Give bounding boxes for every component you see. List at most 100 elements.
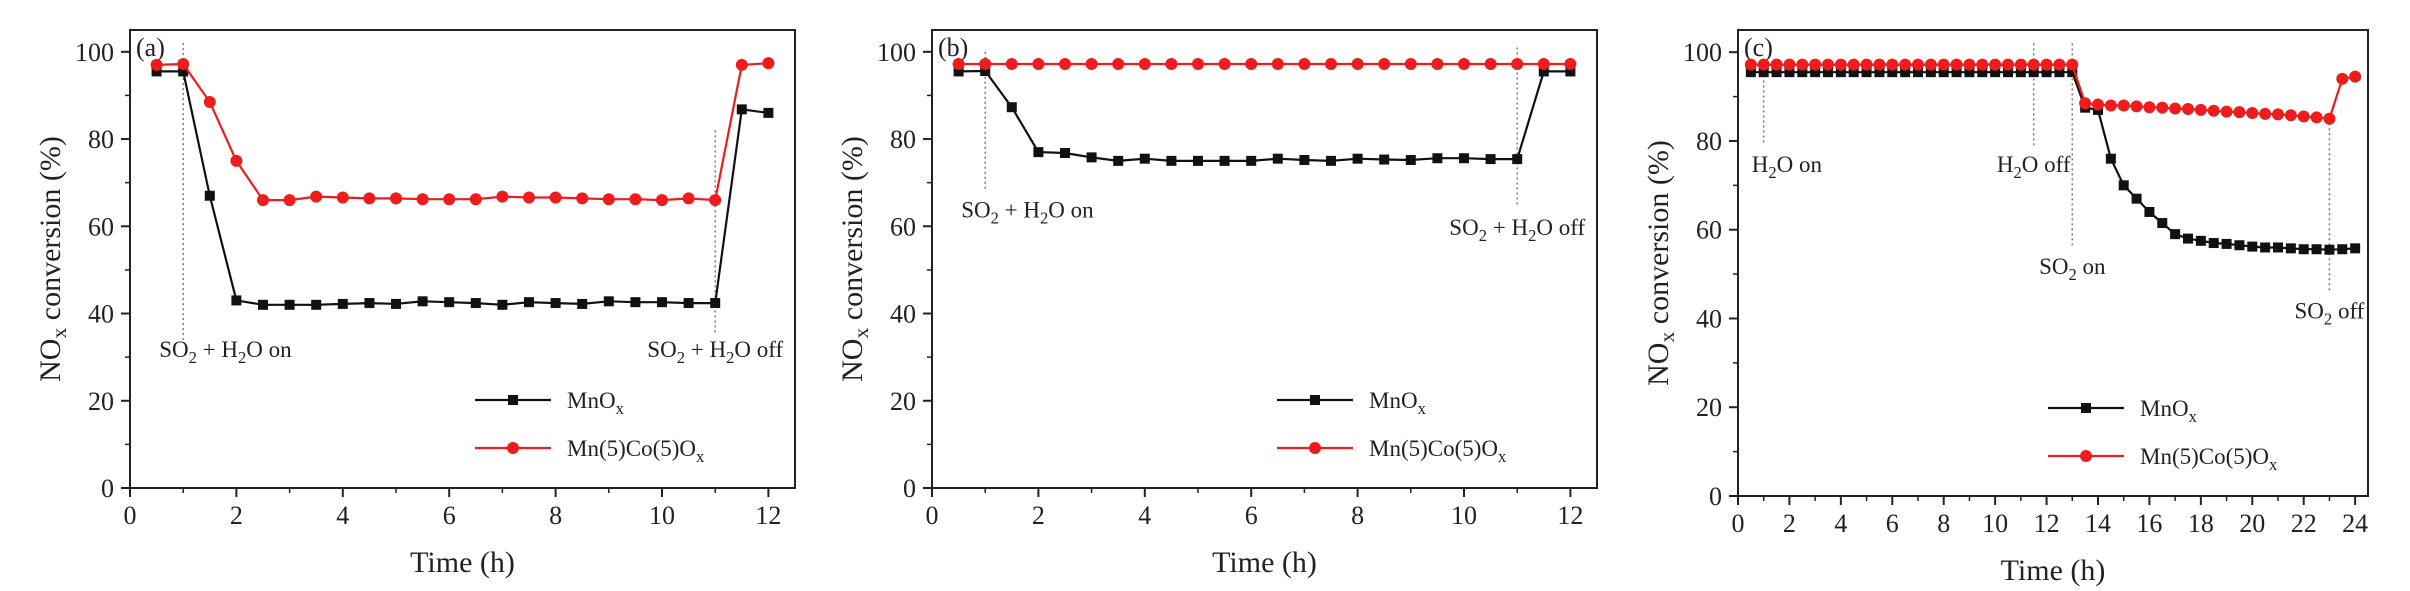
data-point-mnox [603,296,614,307]
data-point-mn5co5ox [2156,101,2169,114]
data-point-mnox [2118,180,2129,191]
data-point-mn5co5ox [1537,58,1550,71]
data-point-mnox [231,295,242,306]
data-point-mnox [1139,153,1150,164]
data-point-mn5co5ox [735,58,748,71]
data-point-mn5co5ox [762,57,775,70]
data-point-mnox [2144,206,2155,217]
data-point-mn5co5ox [2259,107,2272,120]
event-annotation: SO2 + H2O on [961,198,1094,228]
data-point-mn5co5ox [1976,58,1989,71]
data-point-mn5co5ox [1059,58,1071,71]
event-annotation: SO2 off [2295,298,2365,328]
data-point-mn5co5ox [390,192,402,205]
data-point-mnox [391,298,401,309]
x-tick-label: 4 [336,501,349,530]
data-point-mn5co5ox [682,192,695,205]
x-tick-label: 0 [926,501,939,530]
legend-label: Mn(5)Co(5)Ox [1369,436,1507,466]
data-point-mnox [2131,193,2142,204]
legend-marker-circle [2080,450,2092,462]
data-point-mn5co5ox [1298,58,1311,71]
event-annotation: H2O off [1997,152,2071,182]
data-point-mnox [1326,155,1336,166]
data-point-mn5co5ox [443,193,456,206]
data-point-mnox [736,104,747,115]
data-point-mn5co5ox [1886,58,1899,71]
x-tick-label: 8 [1937,509,1950,538]
data-point-mnox [1246,155,1257,166]
data-point-mnox [1861,67,1872,78]
data-point-mn5co5ox [979,58,992,71]
data-point-mn5co5ox [1431,58,1444,71]
data-point-mn5co5ox [469,193,482,206]
data-point-mn5co5ox [1847,58,1860,71]
data-point-mnox [1835,67,1846,78]
data-point-mnox [2234,240,2245,251]
data-point-mnox [1299,154,1310,165]
plot-frame [129,29,796,489]
data-point-mn5co5ox [1899,58,1912,71]
data-point-mnox [550,298,561,309]
x-tick-label: 10 [1982,509,2008,538]
data-point-mnox [2195,235,2206,246]
data-point-mnox [2324,244,2335,255]
data-point-mn5co5ox [1860,58,1873,71]
y-tick-label: 80 [890,125,916,154]
data-point-mnox [1887,67,1898,78]
x-tick-label: 4 [1138,501,1151,530]
data-point-mn5co5ox [1032,58,1045,71]
y-tick-label: 20 [890,387,916,416]
data-point-mnox [2170,229,2181,240]
y-tick-label: 100 [1683,38,1722,67]
y-tick-label: 80 [88,125,114,154]
data-point-mnox [284,299,295,310]
data-point-mn5co5ox [656,194,668,207]
data-point-mnox [497,299,508,310]
data-point-mnox [1379,154,1390,165]
data-point-mnox [2003,67,2013,78]
data-point-mn5co5ox [2092,98,2104,111]
data-point-mn5co5ox [549,191,562,204]
data-point-mnox [1771,67,1782,78]
legend-marker-circle [507,442,519,454]
data-point-mnox [2298,244,2309,255]
data-point-mn5co5ox [1511,58,1524,71]
data-point-mnox [1113,155,1124,166]
legend-label: Mn(5)Co(5)Ox [2140,444,2278,474]
x-tick-label: 16 [2136,509,2162,538]
data-point-mnox [1848,67,1859,78]
y-tick-label: 60 [88,212,114,241]
legend-label: MnOx [2140,396,2198,426]
data-point-mn5co5ox [2310,111,2323,124]
data-point-mn5co5ox [1085,58,1098,71]
y-axis-label: NOx conversion (%) [836,136,873,382]
x-tick-label: 2 [230,501,243,530]
data-point-mnox [2273,242,2283,253]
data-point-mnox [1033,147,1044,158]
data-point-mn5co5ox [2323,112,2336,125]
data-point-mn5co5ox [2246,106,2259,119]
data-point-mnox [953,66,964,77]
x-tick-label: 14 [2085,509,2111,538]
data-point-mnox [2183,233,2193,244]
data-point-mnox [1219,155,1230,166]
data-point-mnox [311,299,322,310]
data-point-mn5co5ox [1564,58,1577,71]
data-point-mn5co5ox [150,58,163,71]
data-point-mnox [2337,244,2348,255]
x-tick-label: 12 [1557,501,1583,530]
data-point-mnox [1951,67,1962,78]
data-point-mnox [1913,67,1923,78]
data-point-mnox [1060,148,1070,159]
data-point-mnox [683,298,694,309]
data-point-mnox [1938,67,1949,78]
data-point-mn5co5ox [1912,58,1924,71]
data-point-mn5co5ox [2104,99,2117,112]
x-tick-label: 18 [2188,509,2214,538]
data-point-mn5co5ox [523,191,535,204]
data-point-mnox [1485,154,1496,165]
data-point-mnox [470,298,481,309]
data-point-mn5co5ox [2040,58,2053,71]
data-point-mn5co5ox [1325,58,1337,71]
